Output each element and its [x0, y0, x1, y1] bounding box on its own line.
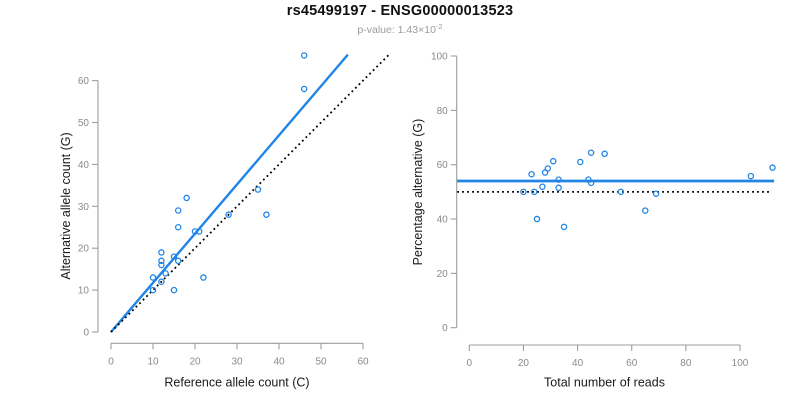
y-axis-title-left: Alternative allele count (G)	[59, 132, 73, 279]
subtitle-pvalue-text: p-value: 1.43×10	[357, 24, 436, 36]
data-point	[174, 223, 182, 231]
data-point	[149, 274, 157, 281]
page-title: rs45499197 - ENSG00000013523	[286, 3, 514, 19]
data-point	[174, 257, 182, 265]
x-tick-label: 60	[357, 356, 369, 367]
data-point	[560, 223, 568, 231]
data-point	[254, 186, 262, 193]
x-tick-label: 10	[147, 356, 159, 367]
y-tick-label: 60	[437, 160, 449, 171]
regression-line	[110, 53, 349, 333]
data-point	[539, 183, 546, 190]
y-tick-label: 50	[78, 118, 90, 129]
data-point	[555, 184, 562, 192]
scatter-panel-right: 0 20 40 60 80 100 0 20 40 60 80 100 Total number of …	[411, 52, 776, 390]
y-tick-label: 0	[442, 323, 448, 334]
x-tick-label: 50	[315, 356, 327, 367]
data-point	[555, 176, 562, 183]
y-tick-label: 100	[431, 52, 448, 63]
x-tick-label: 0	[467, 358, 473, 369]
subtitle-exponent: -2	[435, 22, 443, 31]
data-point	[577, 158, 584, 166]
identity-line	[110, 53, 391, 333]
data-point	[162, 270, 169, 277]
y-tick-label: 20	[78, 244, 90, 255]
data-point	[158, 249, 165, 256]
data-point	[531, 188, 538, 196]
y-axis-title-right: Percentage alternative (G)	[411, 119, 425, 266]
data-point	[195, 228, 203, 235]
data-point	[587, 149, 595, 156]
data-point	[528, 170, 535, 178]
data-point	[587, 179, 595, 187]
data-point	[158, 261, 165, 269]
data-point	[170, 253, 178, 260]
data-point	[747, 172, 755, 180]
x-tick-label: 100	[732, 358, 749, 369]
data-point	[149, 286, 157, 294]
x-tick-label: 80	[680, 358, 692, 369]
data-point	[549, 157, 557, 165]
data-point	[170, 286, 178, 294]
data-point	[158, 257, 165, 265]
y-tick-label: 10	[78, 286, 90, 297]
data-point	[617, 188, 625, 196]
y-tick-label: 20	[437, 269, 449, 280]
x-axis-title-left: Reference allele count (C)	[164, 376, 309, 390]
data-point	[158, 278, 165, 285]
data-point	[533, 215, 541, 223]
x-tick-label: 40	[273, 356, 285, 367]
data-point	[174, 207, 182, 214]
x-tick-label: 40	[572, 358, 584, 369]
x-tick-label: 0	[108, 356, 114, 367]
data-point	[191, 228, 199, 235]
x-axis-title-right: Total number of reads	[544, 376, 665, 390]
data-point	[200, 274, 207, 281]
y-tick-label: 40	[78, 160, 90, 171]
data-point	[642, 207, 649, 214]
x-tick-label: 60	[626, 358, 638, 369]
subtitle: p-value: 1.43×10-2	[0, 22, 800, 36]
y-tick-label: 0	[83, 328, 89, 339]
data-point	[300, 52, 308, 59]
data-point	[520, 188, 527, 196]
data-point	[263, 211, 270, 218]
data-point	[225, 211, 232, 218]
scatter-panel-left: 0 10 20 30 40 50 60 0 10 20 30 40 50 60 Reference alle…	[59, 52, 391, 390]
x-tick-label: 30	[231, 356, 243, 367]
y-tick-label: 40	[437, 215, 449, 226]
data-point	[544, 165, 552, 172]
y-tick-label: 80	[437, 106, 449, 117]
x-tick-label: 20	[189, 356, 201, 367]
data-point	[769, 164, 776, 171]
data-point	[300, 85, 308, 93]
y-tick-label: 60	[78, 76, 90, 87]
y-tick-label: 30	[78, 202, 90, 213]
x-tick-label: 20	[518, 358, 530, 369]
data-point	[601, 150, 608, 158]
data-point	[652, 190, 660, 198]
data-point	[183, 194, 190, 202]
